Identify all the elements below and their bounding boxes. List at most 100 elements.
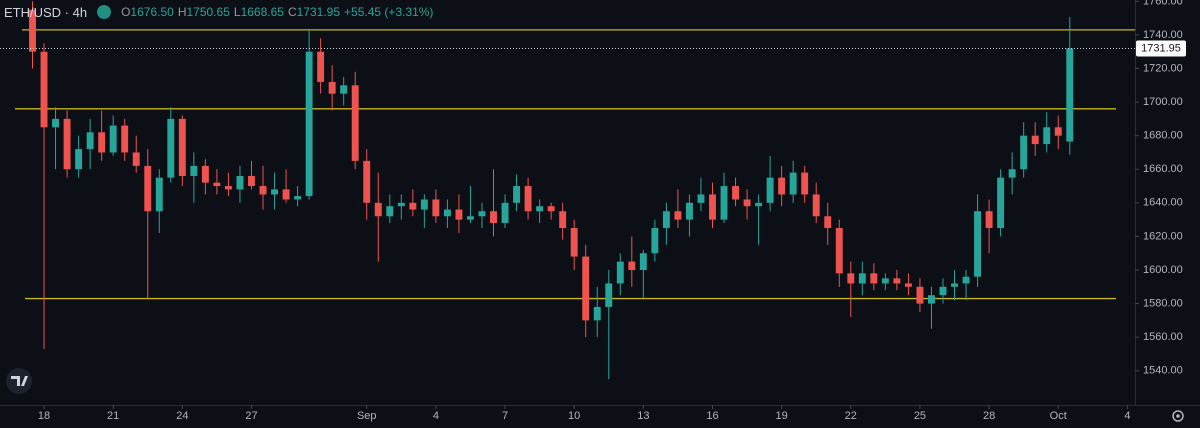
candle-body	[605, 283, 613, 307]
x-tick-label: 4	[1124, 410, 1130, 422]
candle-body	[282, 189, 290, 200]
candle-body	[951, 283, 958, 287]
legend-value: 1731.95	[296, 5, 341, 19]
candle-body	[651, 228, 659, 254]
x-tick-label: 13	[637, 410, 649, 422]
visibility-icon[interactable]	[97, 5, 112, 19]
candle-body	[490, 211, 497, 223]
candle-body	[559, 211, 567, 229]
candle-body	[997, 177, 1005, 229]
candle-body	[98, 132, 106, 153]
candle-body	[674, 211, 682, 220]
candle-body	[616, 261, 624, 284]
y-tick-label: 1760.00	[1143, 0, 1183, 7]
candle-body	[213, 182, 221, 187]
settings-icon[interactable]	[1172, 410, 1184, 422]
candle-body	[1020, 135, 1028, 170]
candle-body	[363, 160, 371, 203]
candle-body	[939, 286, 947, 296]
candle-body	[1043, 127, 1051, 145]
candle-body	[835, 228, 843, 274]
legend-value: 1668.65	[240, 5, 284, 19]
y-tick-label: 1640.00	[1143, 197, 1183, 209]
gear-center[interactable]	[1176, 414, 1180, 418]
y-tick-label: 1580.00	[1143, 297, 1183, 309]
y-tick-label: 1620.00	[1143, 230, 1183, 242]
legend-key: C	[287, 5, 297, 19]
candle-body	[305, 51, 313, 197]
candle-body	[190, 165, 198, 176]
candle-body	[52, 118, 60, 128]
candle-body	[824, 216, 832, 229]
x-tick-label: 22	[845, 410, 857, 422]
candle-body	[582, 256, 590, 321]
candle-body	[1031, 135, 1039, 145]
candle-body	[386, 206, 394, 217]
candle-body	[513, 186, 521, 203]
candle-body	[962, 276, 970, 284]
candle-body	[340, 85, 348, 94]
x-tick-label: 24	[176, 410, 188, 422]
candle-body	[789, 172, 797, 195]
y-tick-label: 1680.00	[1143, 130, 1183, 142]
candle-body	[928, 295, 935, 304]
candle-body	[778, 177, 786, 195]
x-tick-label: 21	[107, 410, 119, 422]
candle-body	[224, 186, 232, 190]
candle-body	[801, 172, 809, 195]
legend-value: 1750.65	[186, 5, 230, 19]
candle-body	[755, 202, 763, 207]
y-tick-label: 1540.00	[1143, 365, 1183, 377]
candle-body	[697, 194, 705, 203]
y-tick-label: 1600.00	[1143, 264, 1183, 276]
candle-body	[847, 273, 855, 284]
x-tick-label: 16	[706, 410, 718, 422]
candle-body	[524, 186, 532, 212]
candle-body	[720, 186, 728, 220]
candle-body	[294, 196, 302, 200]
y-tick-label: 1700.00	[1143, 96, 1183, 108]
legend-key: H	[177, 5, 187, 19]
candle-body	[709, 194, 716, 220]
candle-body	[132, 152, 140, 166]
candle-body	[870, 273, 878, 284]
x-tick-label: 7	[502, 410, 508, 422]
candle-body	[1008, 169, 1016, 178]
candle-body	[167, 118, 175, 178]
legend-value: +55.45 (+3.31%)	[344, 5, 434, 19]
x-tick-label: Sep	[357, 410, 377, 422]
x-tick-label: 4	[433, 410, 439, 422]
candle-body	[351, 85, 359, 161]
candle-body	[881, 278, 889, 284]
candle-body	[893, 278, 901, 284]
candle-body	[639, 253, 647, 270]
candle-body	[443, 209, 451, 217]
candle-body	[432, 199, 440, 217]
symbol[interactable]: ETH/USD · 4h	[4, 4, 88, 20]
logo-mark[interactable]	[11, 376, 28, 386]
candle-body	[478, 211, 486, 217]
gear[interactable]	[1172, 410, 1184, 422]
candle-body	[1066, 48, 1074, 142]
last-price-label: 1731.95	[1141, 42, 1181, 54]
candle-body	[109, 125, 117, 153]
header: ETH/USD · 4h O1676.50 H1750.65 L1668.65 C17…	[4, 3, 437, 21]
x-tick-label: 28	[983, 410, 995, 422]
candle-body	[271, 189, 278, 195]
candle-body	[812, 194, 820, 217]
candle-body	[201, 165, 209, 183]
x-tick-label: 19	[776, 410, 788, 422]
candle-body	[916, 286, 924, 304]
candle-body	[1054, 127, 1062, 136]
candle-body	[628, 261, 636, 270]
candle-body	[248, 175, 255, 187]
tv-logo[interactable]	[6, 368, 32, 394]
candle-body	[259, 186, 267, 195]
candle-body	[743, 199, 751, 207]
candle-body	[985, 211, 993, 229]
candle-body	[40, 51, 48, 128]
x-tick-label: Oct	[1050, 410, 1067, 422]
